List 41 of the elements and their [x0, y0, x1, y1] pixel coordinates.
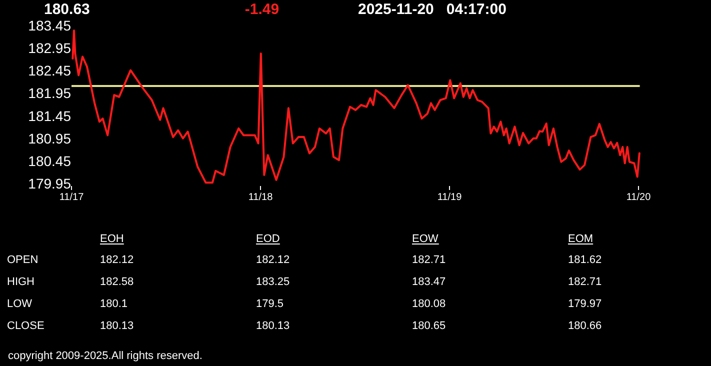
text: 182.12 [100, 254, 134, 266]
x-tick-label: 11/19 [437, 192, 462, 204]
y-tick-label: 181.45 [28, 108, 72, 124]
x-tick-label: 11/17 [59, 192, 84, 204]
category-label: LOW [7, 298, 32, 310]
category-label: EOM [568, 233, 594, 245]
line-series [72, 30, 640, 184]
y-tick-label: 179.95 [28, 175, 72, 192]
category-label: HIGH [7, 276, 34, 288]
y-tick-label: 183.45 [28, 17, 72, 34]
category-label: EOW [412, 233, 439, 245]
text: 2025-11-20 04:17:00 [358, 1, 506, 18]
text: 183.25 [256, 276, 290, 288]
text: 180.66 [568, 320, 602, 332]
x-tick-label: 11/18 [248, 192, 274, 204]
category-label: OPEN [7, 254, 38, 266]
text: 182.71 [568, 276, 602, 288]
category-label: EOH [100, 233, 124, 245]
text: 180.13 [100, 320, 134, 332]
text: copyright 2009-2025.All rights reserved. [8, 350, 202, 362]
text: 179.97 [568, 298, 602, 310]
x-tick-label: 11/20 [626, 192, 652, 204]
y-tick-label: 181.95 [28, 85, 72, 102]
y-tick-label: 180.95 [28, 130, 72, 146]
text: 182.58 [100, 276, 134, 288]
category-label: EOD [256, 233, 280, 245]
text: 180.08 [412, 298, 446, 310]
category-label: CLOSE [7, 320, 44, 332]
text: 181.62 [568, 254, 602, 266]
text: 179.5 [256, 298, 284, 310]
text: 180.13 [256, 320, 290, 332]
text: 180.1 [100, 298, 128, 310]
text: 182.12 [256, 254, 290, 266]
y-tick-label: 182.45 [28, 62, 72, 79]
y-tick-label: 180.45 [28, 152, 72, 169]
text: 183.47 [412, 276, 446, 288]
text: 180.65 [412, 320, 446, 332]
chart-title: 180.63 [44, 1, 90, 18]
y-tick-label: 182.95 [28, 40, 72, 56]
text: 182.71 [412, 254, 446, 266]
chart-subtitle: -1.49 [244, 1, 280, 18]
